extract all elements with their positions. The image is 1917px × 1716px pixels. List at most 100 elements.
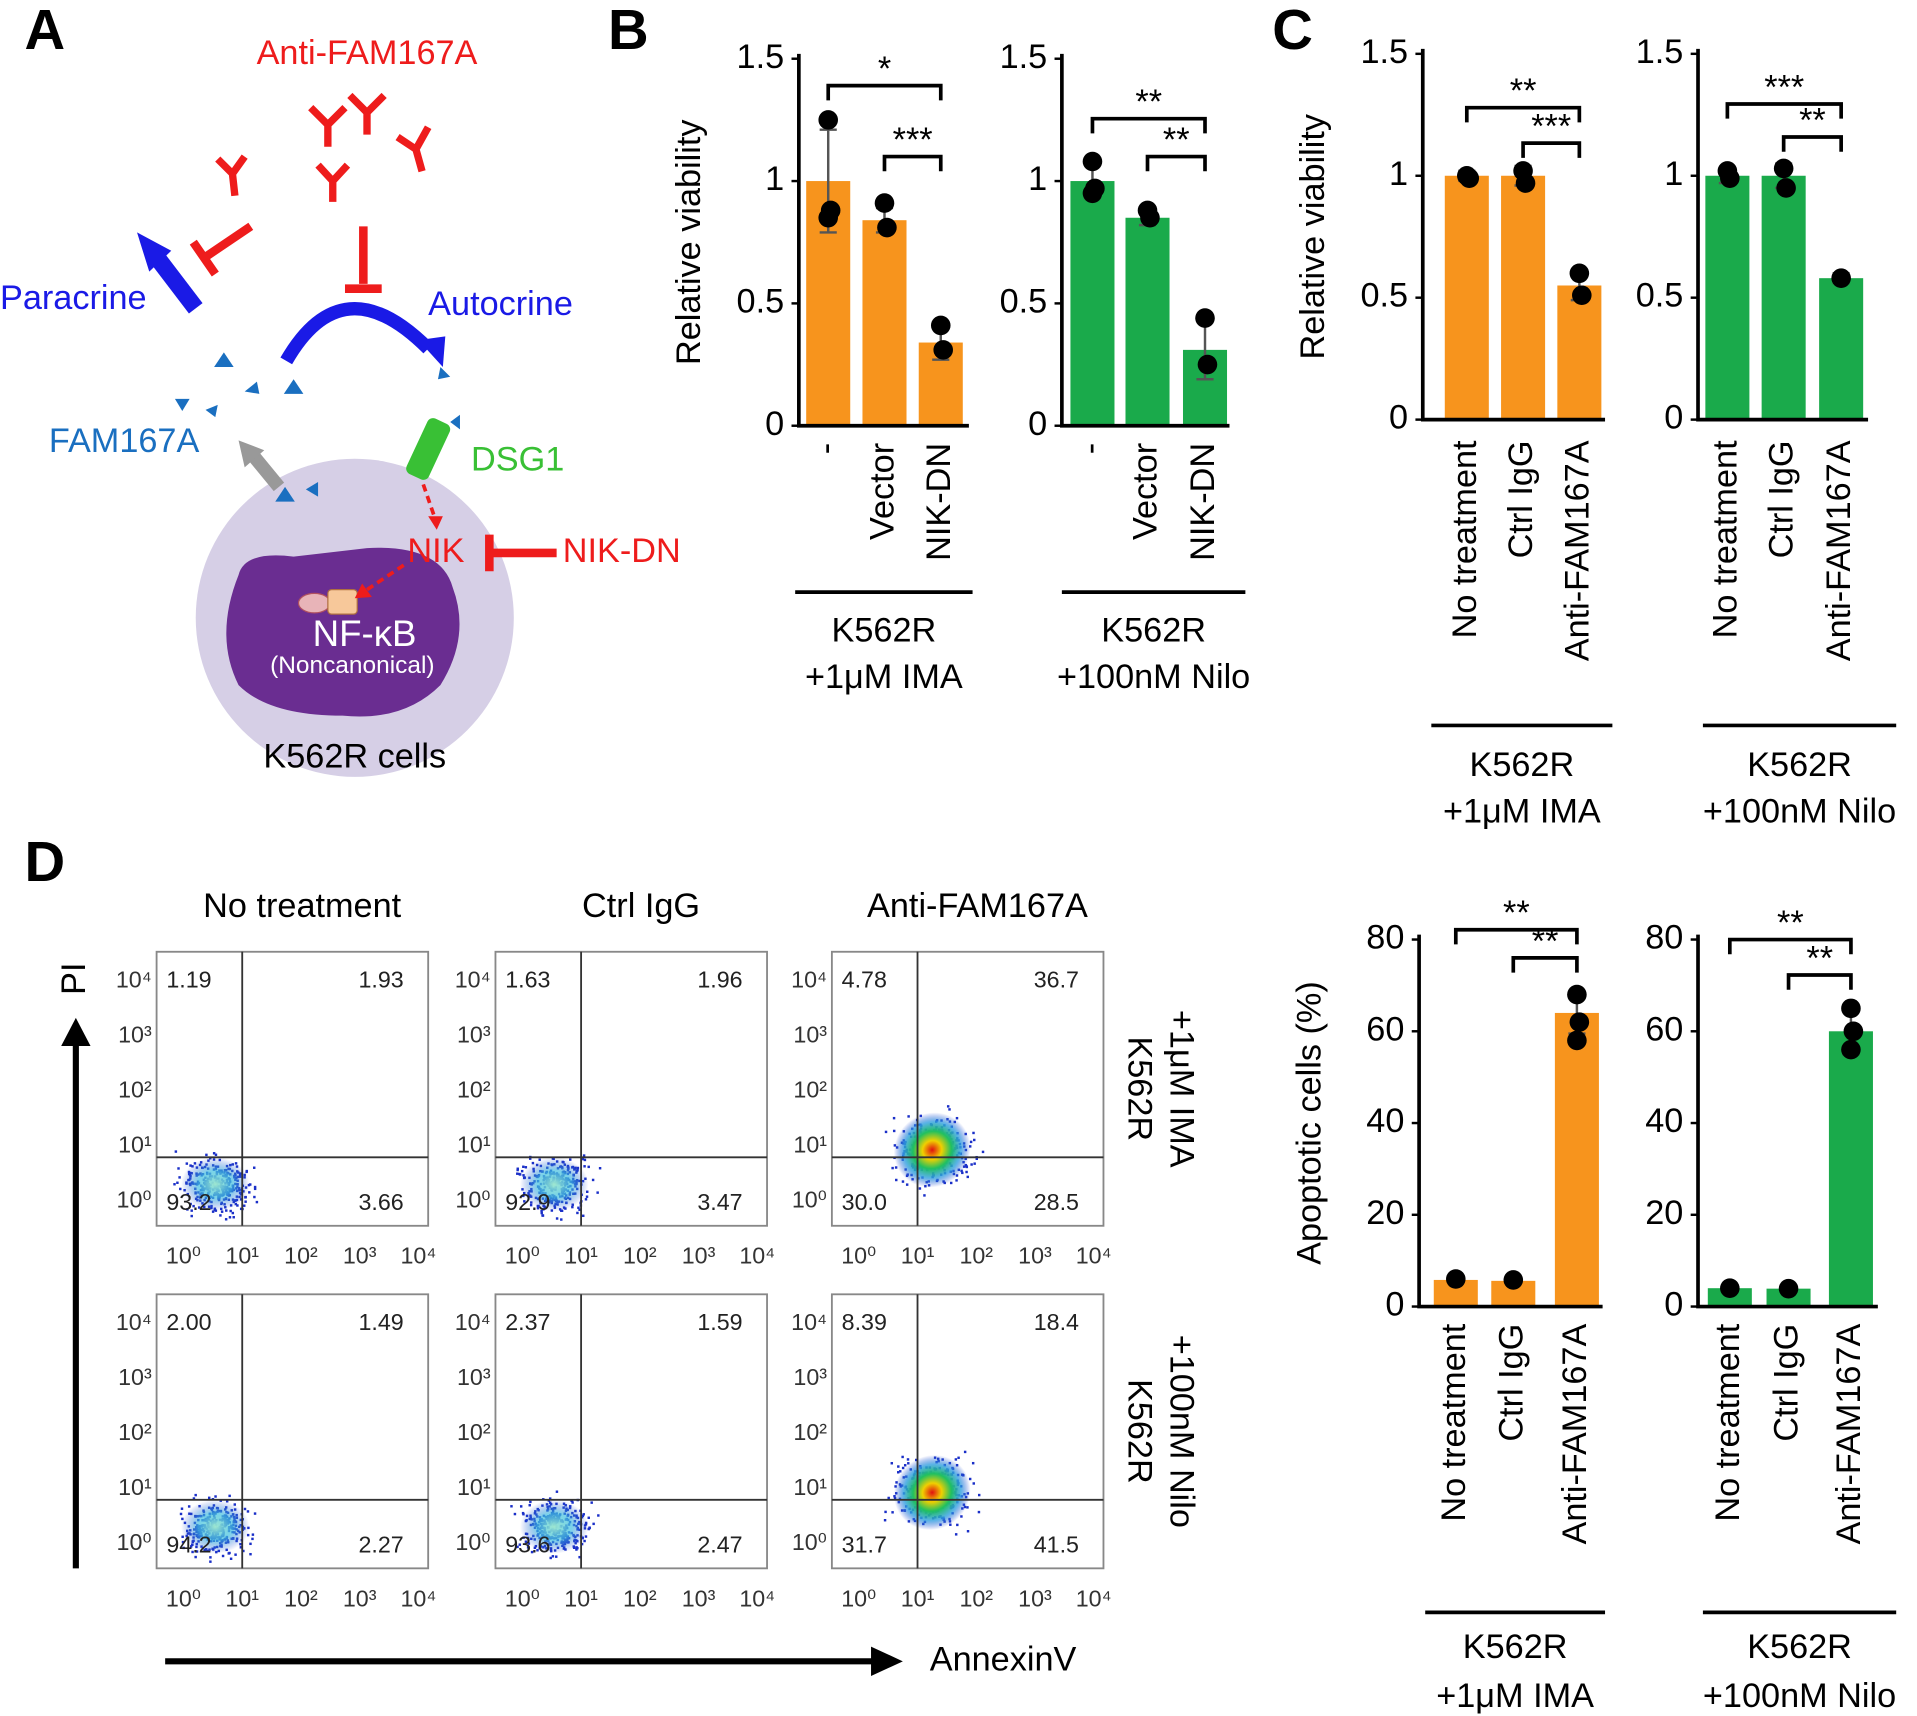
x-tick-label: 10¹	[225, 1585, 259, 1611]
event-dot	[597, 1514, 600, 1517]
receptor-label: DSG1	[471, 440, 564, 478]
y-tick-label: 10⁰	[117, 1186, 152, 1212]
event-dot	[883, 1518, 887, 1522]
group-label: K562R	[1747, 1628, 1852, 1666]
group-label: K562R	[1463, 1628, 1568, 1666]
event-dot	[194, 1493, 197, 1497]
y-tick-label: 0.5	[1000, 282, 1048, 320]
x-tick-label: No treatment	[1706, 440, 1744, 638]
bar	[1828, 1031, 1873, 1307]
event-dot	[529, 1500, 532, 1504]
x-tick-label: NIK-DN	[1184, 443, 1222, 561]
event-dot	[955, 1179, 958, 1182]
y-axis-label: Relative viability	[1294, 113, 1332, 359]
arrow-head	[137, 232, 172, 272]
arrow-head	[871, 1646, 903, 1676]
x-tick-label: 10¹	[564, 1243, 598, 1269]
event-dot	[954, 1533, 958, 1536]
event-dot	[587, 1165, 590, 1169]
event-dot	[219, 1214, 222, 1217]
event-dot	[946, 1105, 950, 1108]
event-dot	[887, 1496, 890, 1500]
x-tick-label: Anti-FAM167A	[1558, 440, 1596, 661]
bar	[1819, 278, 1864, 420]
event-dot	[225, 1209, 228, 1212]
y-tick-label: 20	[1366, 1194, 1404, 1232]
event-dot	[901, 1455, 904, 1459]
event-dot	[555, 1555, 558, 1558]
event-dot	[248, 1191, 251, 1194]
column-title: Anti-FAM167A	[867, 887, 1088, 925]
y-tick-label: 1.5	[1000, 38, 1048, 76]
bar	[1705, 175, 1750, 420]
arrow-head	[418, 336, 446, 368]
group-label: +100nM Nilo	[1703, 1677, 1896, 1715]
column-title: Ctrl IgG	[582, 887, 700, 925]
event-dot	[232, 1215, 235, 1219]
event-dot	[973, 1138, 976, 1142]
row-label: +100nM Nilo	[1162, 1335, 1200, 1528]
y-tick-label: 10⁰	[792, 1186, 827, 1212]
event-dot	[969, 1140, 973, 1144]
y-tick-label: 1	[1664, 155, 1683, 193]
event-dot	[192, 1204, 195, 1208]
x-tick-label: NIK-DN	[920, 443, 958, 561]
data-point	[1459, 168, 1480, 188]
event-dot	[569, 1158, 572, 1161]
event-dot	[513, 1512, 517, 1516]
quadrant-percent: 3.66	[358, 1189, 403, 1215]
y-tick-label: 40	[1366, 1102, 1404, 1140]
event-dot	[186, 1208, 189, 1211]
density	[893, 1112, 971, 1188]
data-point	[930, 315, 951, 336]
event-dot	[516, 1168, 519, 1172]
event-dot	[212, 1152, 216, 1155]
significance-bracket	[826, 83, 943, 101]
event-dot	[519, 1505, 523, 1508]
x-tick-label: 10¹	[225, 1243, 259, 1269]
x-tick-label: Vector	[1127, 443, 1165, 540]
event-dot	[529, 1203, 533, 1207]
significance-label: **	[1163, 121, 1190, 159]
y-tick-label: 10¹	[457, 1131, 491, 1157]
y-tick-label: 10⁰	[455, 1186, 490, 1212]
event-dot	[231, 1211, 235, 1215]
bar	[1761, 175, 1806, 420]
event-dot	[249, 1552, 252, 1556]
event-dot	[510, 1505, 513, 1508]
event-dot	[590, 1501, 593, 1504]
event-dot	[587, 1516, 590, 1520]
data-point	[874, 193, 895, 213]
quadrant-percent: 36.7	[1034, 966, 1079, 992]
y-tick-label: 0.5	[1636, 277, 1684, 315]
event-dot	[189, 1202, 192, 1206]
y-tick-label: 1.5	[1636, 33, 1684, 71]
significance-bracket	[1727, 937, 1853, 955]
event-dot	[239, 1546, 243, 1549]
quadrant-percent: 4.78	[842, 966, 887, 992]
density	[519, 1157, 589, 1212]
event-dot	[956, 1523, 959, 1527]
y-tick-label: 60	[1645, 1010, 1683, 1048]
bar	[862, 220, 907, 426]
event-dot	[549, 1556, 552, 1560]
event-dot	[516, 1167, 519, 1170]
event-dot	[221, 1554, 225, 1558]
significance-bracket	[1145, 154, 1207, 172]
significance-label: **	[1777, 904, 1804, 942]
y-tick-label: 10⁴	[455, 1309, 491, 1335]
data-point	[1773, 158, 1794, 179]
event-dot	[518, 1543, 522, 1546]
event-dot	[555, 1490, 559, 1493]
event-dot	[192, 1497, 196, 1500]
event-dot	[555, 1217, 559, 1220]
flow-plot: 1.63 1.96 92.9 3.47 10⁰ 10⁰ 10¹ 10¹ 10² 10² 10³ 10³…	[455, 950, 775, 1269]
event-dot	[892, 1129, 896, 1133]
event-dot	[965, 1165, 969, 1169]
bar	[1554, 1012, 1599, 1307]
axis	[1060, 53, 1230, 428]
y-tick-label: 10²	[457, 1076, 491, 1102]
group-label: K562R	[1469, 746, 1574, 784]
y-tick-label: 1	[1028, 160, 1047, 198]
flow-plot: 2.00 1.49 94.2 2.27 10⁰ 10⁰ 10¹ 10¹ 10² 10² 10³ 10³…	[116, 1293, 436, 1611]
